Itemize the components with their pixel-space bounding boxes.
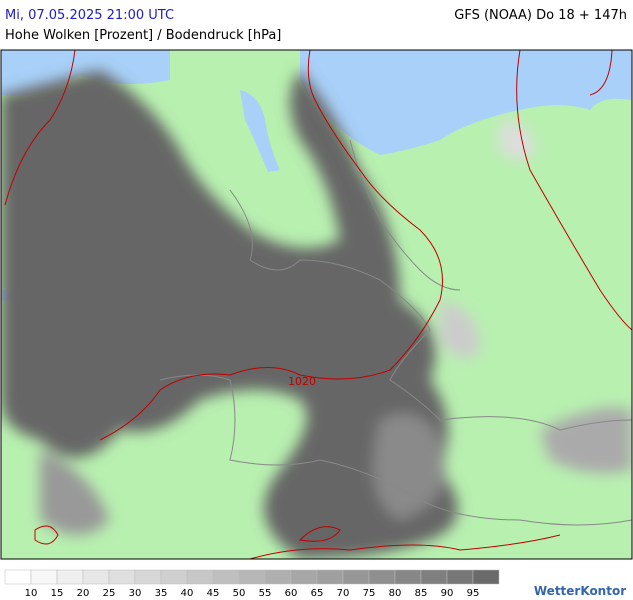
legend-swatch bbox=[134, 569, 162, 585]
legend-swatch bbox=[394, 569, 422, 585]
legend-label: 30 bbox=[129, 588, 142, 599]
model: GFS (NOAA) Do 18 + 147h bbox=[454, 8, 627, 23]
map-frame bbox=[0, 49, 633, 560]
isobars bbox=[4, 50, 632, 559]
legend-swatch bbox=[56, 569, 84, 585]
legend-swatch bbox=[4, 569, 32, 585]
legend-swatch bbox=[420, 569, 448, 585]
legend-label: 90 bbox=[441, 588, 454, 599]
legend-swatch bbox=[368, 569, 396, 585]
legend-label: 45 bbox=[207, 588, 220, 599]
legend-swatch bbox=[186, 569, 214, 585]
legend-label: 85 bbox=[415, 588, 428, 599]
legend-swatch bbox=[238, 569, 266, 585]
legend-label: 75 bbox=[363, 588, 376, 599]
subtitle: Hohe Wolken [Prozent] / Bodendruck [hPa] bbox=[5, 28, 281, 43]
legend-label: 20 bbox=[77, 588, 90, 599]
borders bbox=[159, 139, 632, 526]
baltic-sea bbox=[300, 50, 632, 155]
legend-swatch bbox=[30, 569, 58, 585]
legend-label: 15 bbox=[51, 588, 64, 599]
legend-label: 65 bbox=[311, 588, 324, 599]
legend-swatch bbox=[108, 569, 136, 585]
legend-swatch bbox=[472, 569, 500, 585]
legend-swatch bbox=[160, 569, 188, 585]
clouds bbox=[1, 70, 632, 559]
logo: WetterKontor bbox=[534, 584, 626, 598]
legend-swatch bbox=[446, 569, 474, 585]
legend-swatch bbox=[264, 569, 292, 585]
isobar-label: 1020 bbox=[288, 375, 316, 388]
legend-label: 95 bbox=[467, 588, 480, 599]
legend-label: 60 bbox=[285, 588, 298, 599]
datetime: Mi, 07.05.2025 21:00 UTC bbox=[5, 8, 174, 23]
legend-swatch bbox=[290, 569, 318, 585]
legend-label: 55 bbox=[259, 588, 272, 599]
legend-swatch bbox=[82, 569, 110, 585]
legend-label: 25 bbox=[103, 588, 116, 599]
legend-label: 50 bbox=[233, 588, 246, 599]
legend: 10 15 20 25 30 35 40 45 50 55 60 65 70 75 80 85 90 95 bbox=[4, 569, 500, 599]
sound bbox=[240, 90, 280, 172]
legend-label: 35 bbox=[155, 588, 168, 599]
legend-swatch bbox=[212, 569, 240, 585]
legend-label: 80 bbox=[389, 588, 402, 599]
legend-swatch bbox=[342, 569, 370, 585]
legend-swatch bbox=[316, 569, 344, 585]
legend-label: 10 bbox=[25, 588, 38, 599]
legend-label: 40 bbox=[181, 588, 194, 599]
map: 1020 bbox=[1, 50, 632, 559]
legend-label: 70 bbox=[337, 588, 350, 599]
